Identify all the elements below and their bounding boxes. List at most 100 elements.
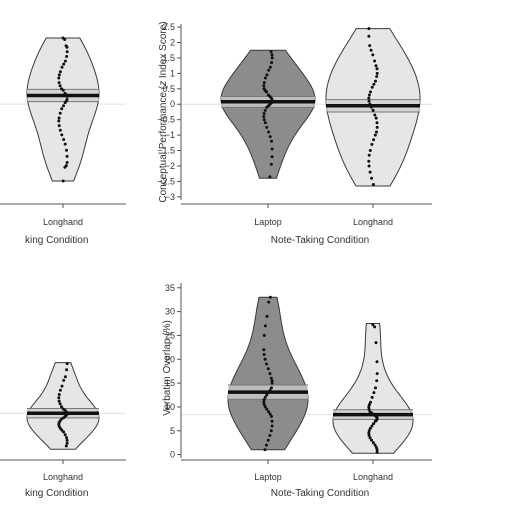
data-point (265, 73, 269, 77)
data-point (265, 362, 268, 366)
y-tick-label: 1.5 (162, 53, 175, 63)
data-point (268, 175, 272, 179)
data-point (58, 70, 62, 74)
y-axis-title-part: Conceptual Performance ( (158, 85, 169, 202)
y-tick-label: 2.5 (162, 22, 175, 32)
data-point (263, 121, 267, 125)
data-point (374, 116, 378, 120)
y-tick-label: 30 (165, 307, 175, 317)
data-point (375, 75, 379, 78)
data-point (269, 429, 273, 433)
y-tick-label: 25 (165, 330, 175, 340)
data-point (265, 125, 269, 129)
data-point (269, 376, 273, 380)
data-point (262, 353, 266, 356)
data-point (63, 59, 67, 63)
x-axis-title: king Condition (25, 488, 88, 499)
y-tick-label: 15 (165, 378, 175, 388)
data-point (375, 448, 379, 452)
chart-panel-1: Longhand king Condition (0, 36, 126, 246)
data-point (372, 391, 376, 395)
data-point (57, 399, 61, 403)
data-point (367, 27, 371, 31)
data-point (57, 124, 61, 128)
data-point (270, 379, 274, 383)
data-point (263, 108, 267, 112)
data-point (374, 79, 377, 83)
data-point (265, 105, 269, 109)
data-point (270, 424, 274, 428)
data-point (373, 443, 377, 447)
y-tick-label: 0.5 (162, 84, 175, 94)
y-axis-title: Verbatim Overlap (%) (162, 320, 173, 416)
data-point (265, 90, 268, 94)
data-point (367, 99, 371, 103)
data-point (367, 159, 371, 163)
data-point (370, 438, 374, 442)
data-point (265, 407, 269, 411)
data-point (368, 149, 372, 152)
violin-laptop (220, 49, 316, 179)
data-point (371, 53, 375, 57)
data-point (375, 130, 378, 134)
data-point (262, 115, 266, 119)
data-point (262, 400, 266, 404)
data-point (375, 450, 379, 454)
data-point (267, 410, 271, 414)
y-axis-title-part: z (158, 81, 169, 87)
violin-body (332, 323, 414, 454)
y-tick-label: −0.5 (157, 115, 175, 125)
data-point (270, 415, 273, 418)
data-point (263, 405, 267, 409)
data-point (61, 88, 65, 92)
data-point (372, 138, 376, 142)
data-point (268, 434, 272, 437)
chart-panel-4: 35 30 25 20 15 10 5 0 Verbatim Overlap (%) Laptop… (162, 283, 432, 499)
y-tick-label: −1.5 (157, 146, 175, 156)
y-axis-title-part: Index Score) (158, 21, 169, 80)
data-point (65, 368, 69, 372)
data-point (60, 428, 64, 432)
data-point (65, 55, 69, 58)
data-point (63, 38, 67, 41)
data-point (263, 76, 267, 80)
data-point (367, 403, 371, 407)
data-point (268, 372, 272, 376)
data-point (268, 295, 272, 299)
data-point (370, 142, 374, 146)
data-point (63, 101, 67, 105)
violin-body (26, 37, 100, 182)
y-tick-label: 5 (170, 426, 175, 436)
data-point (373, 59, 377, 63)
data-point (65, 45, 69, 49)
data-point (57, 76, 61, 80)
data-point (60, 405, 63, 409)
x-tick-label: Longhand (43, 472, 83, 482)
data-point (270, 155, 274, 159)
data-point (65, 438, 69, 442)
data-point (371, 323, 375, 326)
data-point (65, 50, 69, 54)
data-point (62, 138, 66, 141)
data-point (367, 164, 371, 168)
data-point (58, 388, 62, 392)
data-point (269, 162, 273, 166)
data-point (374, 446, 378, 449)
data-point (57, 396, 61, 400)
y-tick-label: 35 (165, 283, 175, 293)
data-point (65, 441, 69, 445)
data-point (265, 314, 269, 318)
data-point (57, 81, 61, 85)
y-tick-label: −2 (165, 161, 175, 171)
violin-longhand (332, 323, 414, 454)
data-point (58, 128, 62, 132)
x-tick-label: Laptop (254, 472, 282, 482)
x-axis-title: Note-Taking Condition (271, 235, 369, 246)
data-point (266, 367, 270, 371)
data-point (63, 142, 67, 146)
x-tick-label: Longhand (43, 217, 83, 227)
data-point (367, 96, 371, 100)
data-point (270, 381, 274, 385)
violin-body (227, 296, 309, 451)
